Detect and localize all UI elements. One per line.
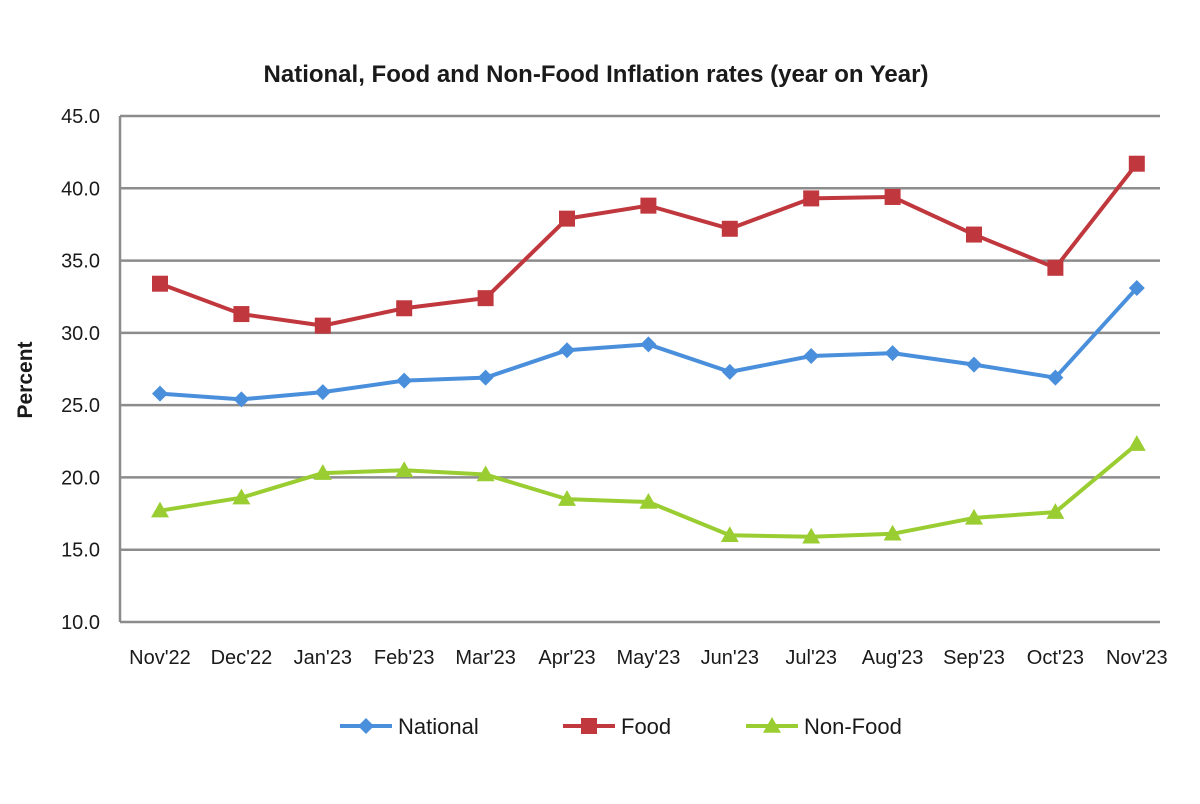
y-axis-title: Percent [14, 341, 37, 418]
legend-marker-non-food [763, 717, 781, 733]
x-tick-label: Mar'23 [455, 647, 516, 669]
data-point-food [396, 300, 413, 317]
data-point-non-food [802, 527, 821, 544]
data-point-food [314, 317, 331, 334]
x-tick-label: Dec'22 [211, 647, 273, 669]
legend-item-national: National [340, 714, 479, 739]
data-point-national [803, 347, 820, 364]
data-point-national [477, 369, 494, 386]
x-tick-label: Aug'23 [862, 647, 924, 669]
x-tick-label: Sep'23 [943, 647, 1005, 669]
data-point-national [396, 372, 413, 389]
chart-title: National, Food and Non-Food Inflation ra… [264, 61, 929, 88]
legend-marker-national [358, 718, 374, 734]
legend-label-food: Food [621, 714, 671, 739]
data-point-non-food [883, 524, 902, 541]
data-point-non-food [558, 490, 576, 506]
y-tick-label: 10.0 [61, 612, 100, 634]
data-point-food [884, 188, 901, 205]
data-point-food [640, 197, 657, 214]
data-point-national [233, 391, 250, 408]
series-food [152, 155, 1145, 334]
data-point-food [1128, 155, 1145, 172]
y-tick-label: 35.0 [61, 251, 100, 273]
data-point-non-food [476, 465, 495, 482]
legend-item-food: Food [563, 714, 671, 739]
data-point-non-food [395, 461, 414, 477]
data-point-food [966, 226, 982, 243]
data-point-national [966, 356, 982, 373]
y-tick-label: 45.0 [61, 106, 100, 128]
series-national [152, 280, 1145, 408]
data-point-national [152, 385, 168, 402]
data-point-food [152, 275, 168, 292]
data-point-non-food [965, 508, 983, 525]
data-point-national [314, 384, 331, 401]
x-tick-label: Nov'23 [1106, 647, 1168, 669]
x-tick-label: Jun'23 [701, 647, 759, 669]
x-tick-label: May'23 [616, 647, 680, 669]
y-tick-label: 40.0 [61, 178, 100, 200]
data-point-food [233, 306, 250, 323]
data-point-national [640, 336, 657, 353]
data-point-non-food [232, 488, 251, 505]
legend-item-non-food: Non-Food [746, 714, 902, 739]
y-axis-ticks: 10.0 15.0 20.0 25.0 30.0 35.0 40.0 45.0 [61, 106, 100, 634]
x-tick-label: Feb'23 [374, 647, 435, 669]
data-point-non-food [151, 501, 169, 518]
data-point-national [721, 363, 738, 380]
data-point-national [884, 345, 901, 362]
y-tick-label: 20.0 [61, 467, 100, 489]
x-tick-label: Apr'23 [538, 647, 595, 669]
legend-label-national: National [398, 714, 479, 739]
data-point-national [559, 342, 575, 359]
series-non-food [151, 435, 1146, 544]
series-layer [151, 155, 1146, 544]
y-tick-label: 15.0 [61, 540, 100, 562]
x-tick-label: Oct'23 [1027, 647, 1084, 669]
data-point-food [1047, 259, 1064, 276]
x-tick-label: Nov'22 [129, 647, 191, 669]
x-tick-label: Jan'23 [294, 647, 352, 669]
legend-label-non-food: Non-Food [804, 714, 902, 739]
data-point-national [1128, 280, 1145, 297]
data-point-food [477, 290, 494, 307]
data-point-non-food [720, 526, 739, 543]
gridlines [120, 114, 1160, 624]
data-point-national [1047, 369, 1064, 386]
x-axis-ticks: Nov'22 Dec'22 Jan'23 Feb'23 Mar'23 Apr'23 May'… [129, 647, 1167, 669]
data-point-food [559, 210, 575, 227]
data-point-non-food [313, 464, 332, 480]
y-tick-label: 30.0 [61, 323, 100, 345]
x-tick-label: Jul'23 [785, 647, 837, 669]
y-tick-label: 25.0 [61, 395, 100, 417]
series-line-non-food [158, 442, 1139, 539]
data-point-non-food [1046, 503, 1065, 519]
data-point-non-food [1127, 435, 1146, 451]
data-point-food [803, 190, 820, 207]
legend-marker-food [581, 718, 597, 734]
data-point-food [721, 220, 738, 237]
legend: National Food Non-Food [340, 714, 902, 739]
data-point-non-food [639, 493, 658, 509]
